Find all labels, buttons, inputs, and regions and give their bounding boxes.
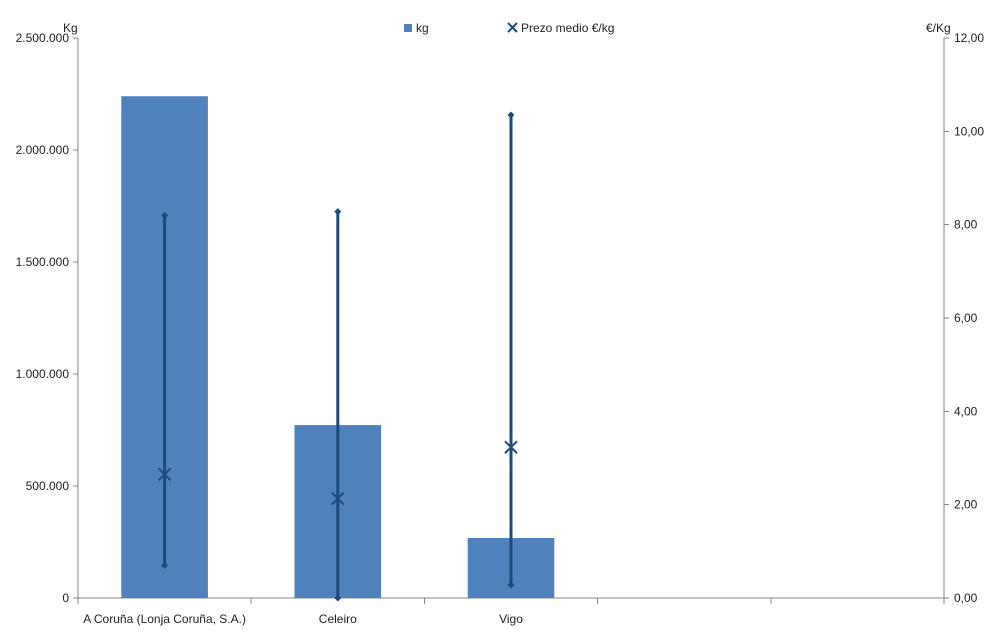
left-tick-label: 0	[62, 591, 69, 605]
price-max-marker	[334, 208, 342, 216]
x-tick-label: Celeiro	[319, 612, 357, 626]
x-tick-label: A Coruña (Lonja Coruña, S.A.)	[83, 612, 246, 626]
right-tick-label: 6,00	[954, 311, 978, 325]
right-tick-label: 2,00	[954, 498, 978, 512]
left-tick-label: 1.000.000	[16, 367, 70, 381]
right-tick-label: 0,00	[954, 591, 978, 605]
legend: kg Prezo medio €/kg	[404, 21, 614, 35]
price-range-series	[157, 111, 518, 602]
legend-price-x-icon	[507, 22, 518, 33]
price-average-marker	[504, 440, 518, 454]
price-average-stroke	[331, 491, 345, 506]
price-min-marker	[161, 561, 169, 569]
left-tick-label: 2.500.000	[16, 31, 70, 45]
price-average-stroke	[157, 467, 172, 482]
price-average-marker	[331, 491, 345, 506]
right-tick-label: 4,00	[954, 404, 978, 418]
price-min-marker	[507, 581, 515, 589]
legend-kg-label: kg	[416, 21, 429, 35]
legend-kg-swatch	[404, 24, 412, 32]
left-axis-title: Kg	[63, 21, 78, 35]
price-max-marker	[507, 111, 515, 119]
price-average-marker	[157, 467, 172, 482]
axes: 0 500.000 1.000.000 1.500.000 2.000.000 2.500…	[16, 31, 985, 626]
left-tick-label: 1.500.000	[16, 255, 70, 269]
x-tick-label: Vigo	[499, 612, 523, 626]
right-tick-label: 12,00	[954, 31, 984, 45]
price-average-stroke	[504, 440, 518, 454]
left-tick-label: 2.000.000	[16, 143, 70, 157]
right-tick-label: 10,00	[954, 124, 984, 138]
right-axis-title: €/Kg	[926, 21, 951, 35]
axis-labels: Kg €/Kg	[63, 21, 951, 35]
price-max-marker	[161, 211, 169, 219]
left-tick-label: 500.000	[26, 479, 70, 493]
right-tick-label: 8,00	[954, 218, 978, 232]
legend-price-label: Prezo medio €/kg	[521, 21, 614, 35]
price-min-marker	[334, 594, 342, 602]
